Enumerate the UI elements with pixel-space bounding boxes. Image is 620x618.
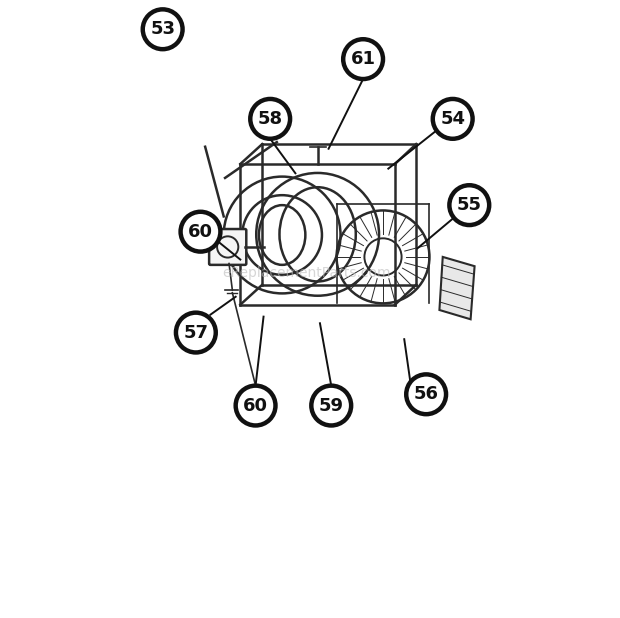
Text: 57: 57 (184, 324, 208, 342)
Text: 60: 60 (243, 397, 268, 415)
Circle shape (250, 99, 290, 139)
Circle shape (450, 185, 489, 225)
FancyBboxPatch shape (209, 229, 246, 265)
Text: 61: 61 (350, 50, 376, 68)
Circle shape (343, 39, 383, 79)
Circle shape (180, 212, 220, 252)
Text: 53: 53 (150, 20, 175, 38)
Circle shape (143, 9, 182, 49)
Text: 60: 60 (188, 222, 213, 240)
Text: 55: 55 (457, 196, 482, 214)
Text: 54: 54 (440, 110, 465, 128)
Polygon shape (440, 257, 474, 320)
Circle shape (406, 375, 446, 414)
Circle shape (311, 386, 351, 425)
Text: 58: 58 (258, 110, 283, 128)
Text: 56: 56 (414, 385, 438, 404)
Text: 59: 59 (319, 397, 343, 415)
Text: eReplacementParts.com: eReplacementParts.com (223, 266, 391, 280)
Circle shape (176, 313, 216, 352)
Circle shape (236, 386, 275, 425)
Circle shape (433, 99, 472, 139)
